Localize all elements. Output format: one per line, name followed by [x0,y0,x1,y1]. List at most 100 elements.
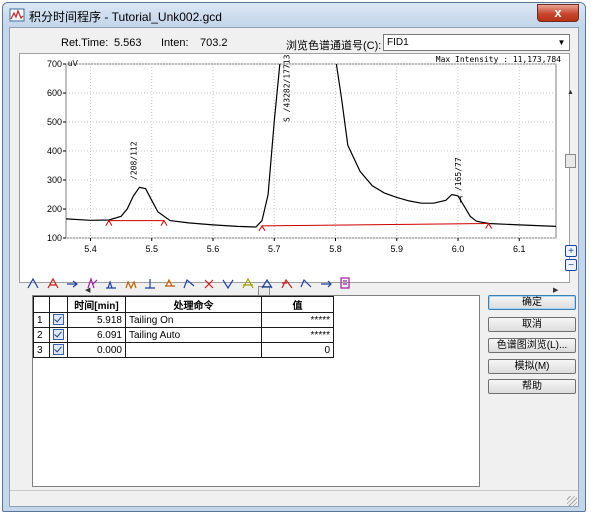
help-button[interactable]: 帮助 [488,379,576,394]
x-tick-label: 5.4 [84,244,97,254]
skim-icon[interactable] [66,276,79,290]
peak-marker-icon [258,224,266,232]
x-tick-label: 5.6 [207,244,220,254]
y-tick-label: 400 [47,146,62,156]
forward-icon[interactable] [320,276,333,290]
chromatogram-trace [66,64,556,228]
peak-label: /208/112 [129,141,138,180]
chromatogram-view[interactable]: 100 200 300 400 500 600 700 5.4 5.5 5.6 5.7 5.8 5.9 6… [19,53,577,296]
y-tick-label: 200 [47,204,62,214]
negative-peak-icon[interactable] [222,276,235,290]
program-table-container[interactable]: 时间[min] 处理命令 值 1 5.918 Tailing On ***** … [32,295,480,487]
row-command[interactable]: Tailing Auto [125,327,262,343]
front-skim-icon[interactable] [280,276,294,290]
row-time[interactable]: 5.918 [67,312,126,328]
peak-marker-icon [485,222,493,229]
max-intensity-label: Max Intensity : 11,173,784 [436,55,561,64]
channel-select[interactable]: FID1 ▼ [383,34,570,51]
inten-value: 703.2 [200,37,228,49]
row-value[interactable]: ***** [261,312,334,328]
report-icon[interactable] [339,276,352,290]
col-header-check [49,296,68,313]
y-tick-label: 300 [47,175,62,185]
vertical-scrollbar[interactable]: ▲ ▼ [563,89,578,259]
row-command[interactable]: Tailing On [125,312,262,328]
col-header-num [33,296,50,313]
window-title: 积分时间程序 - Tutorial_Unk002.gcd [29,10,222,24]
row-checkbox[interactable] [53,314,64,326]
row-value[interactable]: ***** [261,327,334,343]
table-row[interactable]: 2 6.091 Tailing Auto ***** [33,327,334,343]
title-bar[interactable]: 积分时间程序 - Tutorial_Unk002.gcd x [3,3,585,27]
chromatogram-chart[interactable]: 100 200 300 400 500 600 700 5.4 5.5 5.6 5.7 5.8 5.9 6… [20,54,569,282]
y-tick-label: 100 [47,233,62,243]
row-number: 1 [33,312,50,328]
row-value[interactable]: 0 [261,342,334,358]
scroll-up-icon[interactable]: ▲ [567,89,574,96]
y-unit-label: uV [68,59,78,68]
close-icon: x [554,5,562,20]
reject-icon[interactable] [203,276,216,290]
col-header-time[interactable]: 时间[min] [67,296,126,313]
browse-chromatogram-button[interactable]: 色谱图浏览(L)... [488,338,576,353]
y-tick-label: 500 [47,117,62,127]
peak-label: /165/77 [454,157,463,191]
plot-area [65,63,557,239]
peak-marker-icon [105,219,113,226]
solvent-icon[interactable] [241,276,255,290]
col-header-value[interactable]: 值 [261,296,334,313]
integration-time-program-window: 积分时间程序 - Tutorial_Unk002.gcd x Ret.Time:… [2,2,586,512]
scroll-left-icon[interactable]: ◀ [85,287,91,294]
cancel-button[interactable]: 取消 [488,317,576,332]
inten-label: Inten: [161,37,189,49]
channel-value: FID1 [387,37,409,48]
valley-icon[interactable] [124,276,138,290]
row-number: 2 [33,327,50,343]
peak-start-icon[interactable] [27,276,40,290]
tailing-icon[interactable] [300,276,313,290]
drop-icon[interactable] [144,276,157,290]
zoom-out-icon[interactable]: − [565,259,577,271]
row-checkbox[interactable] [53,329,64,341]
zoom-in-icon[interactable]: + [565,245,577,257]
row-command[interactable] [125,342,262,358]
row-number: 3 [33,342,50,358]
x-tick-label: 5.5 [145,244,158,254]
status-bar [10,490,578,507]
x-tick-label: 6.0 [452,244,465,254]
table-row[interactable]: 1 5.918 Tailing On ***** [33,312,334,328]
peak-label: S /43282/17713 [283,54,292,122]
ret-time-label: Ret.Time: [61,37,109,49]
ret-time-value: 5.563 [114,37,142,49]
row-time[interactable]: 0.000 [67,342,126,358]
row-time[interactable]: 6.091 [67,327,126,343]
peak-end-icon[interactable] [46,276,60,290]
row-checkbox[interactable] [53,344,64,356]
x-tick-label: 5.8 [329,244,342,254]
y-tick-label: 600 [47,88,62,98]
simulate-button[interactable]: 模拟(M) [488,359,576,374]
x-tick-label: 5.7 [268,244,281,254]
baseline-line [261,223,489,227]
chart-app-icon [9,8,25,22]
y-tick-label: 700 [47,59,62,69]
baseline-icon[interactable] [105,276,118,290]
dropdown-arrow-icon[interactable]: ▼ [557,38,566,47]
peak-split-icon[interactable] [86,276,99,290]
x-tick-label: 6.1 [513,244,526,254]
vertical-scroll-thumb[interactable] [565,154,576,168]
table-row[interactable]: 3 0.000 0 [33,342,334,358]
channel-label: 浏览色谱通道号(C): [286,40,382,52]
col-header-command[interactable]: 处理命令 [125,296,262,313]
tail-icon[interactable] [183,276,196,290]
program-table: 时间[min] 处理命令 值 1 5.918 Tailing On ***** … [33,296,334,358]
resize-grip-icon[interactable] [567,496,577,506]
table-header-row: 时间[min] 处理命令 值 [33,296,334,313]
tangent-icon[interactable] [261,276,274,290]
ok-button[interactable]: 确定 [488,295,576,310]
peak-marker-icon [160,219,168,226]
tailing-marker-label: T [458,196,463,205]
close-button[interactable]: x [537,4,579,22]
scroll-right-icon[interactable]: ▶ [553,287,559,294]
horizontal-baseline-icon[interactable] [164,276,177,290]
